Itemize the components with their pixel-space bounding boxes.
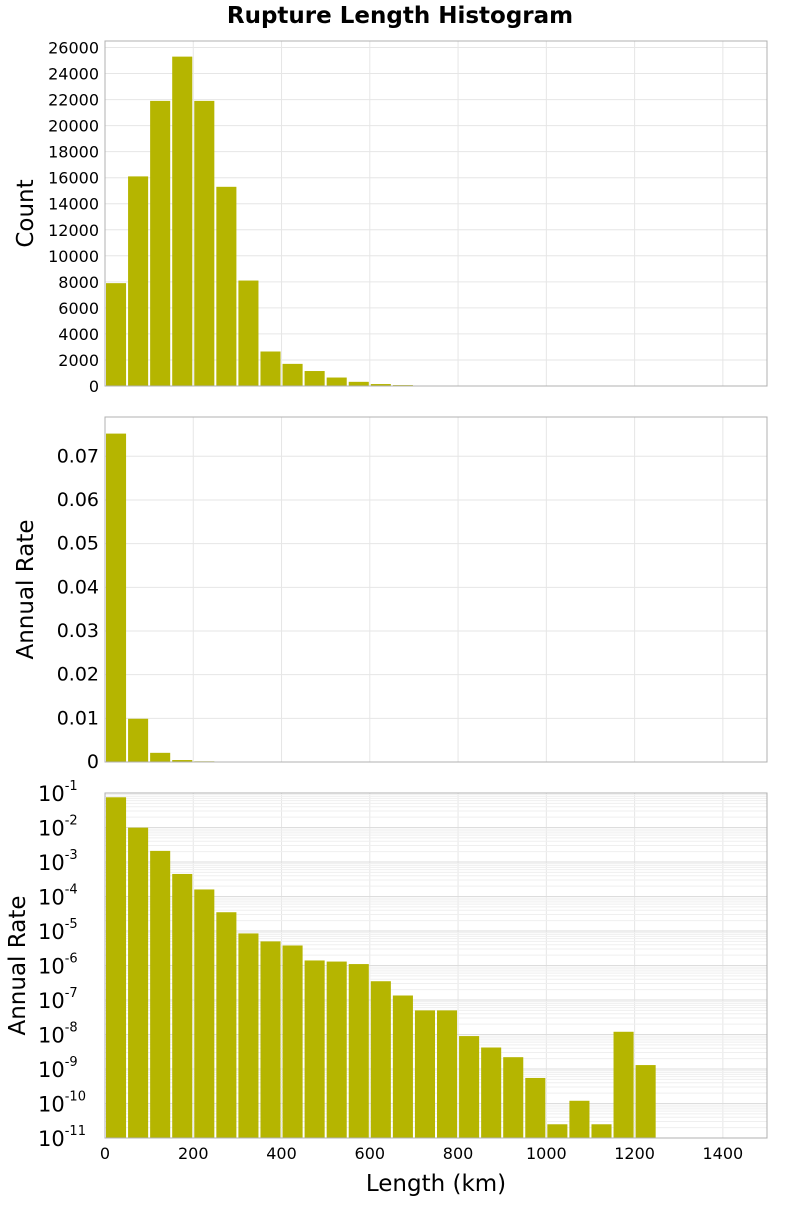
panel-3-bar (304, 960, 325, 1138)
panel-3-y-tick-label: 10-11 (38, 1124, 86, 1151)
panel-3-bar (326, 961, 347, 1138)
panel-1-frame (104, 40, 768, 387)
panel-3-bar (128, 827, 149, 1138)
panel-2-y-tick-label: 0.02 (57, 664, 99, 686)
panel-2-y-tick-label: 0.01 (57, 707, 99, 729)
panel-3-y-tick-label: 10-1 (38, 779, 78, 806)
x-tick-label: 200 (178, 1144, 209, 1163)
panel-2-bar (128, 718, 149, 762)
panel-3-y-tick-label: 10-9 (38, 1055, 78, 1082)
panel-3-bar (238, 933, 259, 1138)
panel-3-bar (282, 945, 303, 1138)
panel-1-y-tick-label: 12000 (48, 221, 99, 240)
x-tick-label: 0 (100, 1144, 110, 1163)
panel-2-y-axis-label: Annual Rate (13, 520, 39, 660)
panel-1-bar (194, 100, 215, 387)
panel-1-bar (128, 176, 149, 386)
panel-1-bar (348, 381, 369, 386)
panel-1-y-axis-label: Count (13, 179, 39, 247)
panel-1-y-tick-label: 14000 (48, 195, 99, 214)
panel-3-y-tick-label: 10-5 (38, 917, 78, 944)
panel-3-bar (437, 1010, 458, 1138)
x-tick-label: 1400 (703, 1144, 744, 1163)
panel-2-y-tick-label: 0.06 (57, 489, 99, 511)
panel-2-y-tick-label: 0.07 (57, 445, 99, 467)
panel-1-bar (106, 283, 127, 386)
x-tick-label: 800 (443, 1144, 474, 1163)
panel-2-bar (106, 433, 127, 762)
panel-2-frame (104, 416, 768, 763)
panel-1-bar (304, 371, 325, 386)
panel-1-y-tick-label: 26000 (48, 39, 99, 58)
panel-1-y-tick-label: 8000 (58, 273, 99, 292)
panel-1-y-tick-label: 24000 (48, 65, 99, 84)
panel-3-y-tick-label: 10-10 (38, 1090, 86, 1117)
x-tick-label: 400 (266, 1144, 297, 1163)
panel-3-bar (370, 981, 391, 1138)
panel-1-bar (370, 384, 391, 386)
x-tick-label: 1200 (614, 1144, 655, 1163)
panel-3-bar (613, 1031, 634, 1138)
panel-3-bar (569, 1100, 590, 1138)
panel-3-y-tick-label: 10-2 (38, 814, 78, 841)
panel-2-y-tick-label: 0.04 (57, 576, 99, 598)
panel-3-bar (459, 1036, 480, 1138)
panel-1-bar (172, 56, 193, 386)
panel-1-bar (216, 186, 237, 386)
panel-3-y-tick-label: 10-4 (38, 883, 78, 910)
panel-3-bar (216, 912, 237, 1138)
panel-3-bar (172, 873, 193, 1138)
panel-1-bar (150, 100, 171, 387)
panel-2-y-tick-label: 0.03 (57, 620, 99, 642)
panel-2-bar (172, 760, 193, 762)
panel-3-bar (260, 941, 281, 1138)
panel-1-bar (282, 363, 303, 386)
panel-1-y-tick-label: 0 (89, 377, 99, 396)
panel-3-bar (194, 889, 215, 1138)
panel-1-y-tick-label: 4000 (58, 325, 99, 344)
panel-3-bar (150, 850, 171, 1138)
panel-3-bar (348, 964, 369, 1138)
panel-1-y-tick-label: 10000 (48, 247, 99, 266)
panel-3-bar (392, 995, 413, 1138)
panel-3-bar (414, 1010, 435, 1138)
panel-1-bar (238, 280, 259, 386)
panel-3-bar (547, 1124, 568, 1138)
panel-3-frame (104, 792, 768, 1139)
panel-1-y-tick-label: 20000 (48, 117, 99, 136)
panel-2-bar (150, 752, 171, 762)
panel-1-y-tick-label: 18000 (48, 143, 99, 162)
panel-3-y-tick-label: 10-3 (38, 848, 78, 875)
panel-3-y-tick-label: 10-6 (38, 952, 78, 979)
panel-1-y-tick-label: 6000 (58, 299, 99, 318)
panel-3-bar (106, 797, 127, 1138)
panel-1-bar (260, 351, 281, 386)
panel-3-y-tick-label: 10-7 (38, 986, 78, 1013)
panel-1-y-tick-label: 2000 (58, 351, 99, 370)
panel-3-bar (481, 1047, 502, 1138)
chart-title: Rupture Length Histogram (227, 3, 573, 29)
panel-3-bar (591, 1124, 612, 1138)
panel-1-y-tick-label: 22000 (48, 91, 99, 110)
panel-2-y-tick-label: 0.05 (57, 533, 99, 555)
panel-3-bar (525, 1077, 546, 1138)
x-tick-label: 1000 (526, 1144, 567, 1163)
panel-1-bar (326, 377, 347, 386)
panel-3-bar (503, 1057, 524, 1138)
panel-3-y-axis-label: Annual Rate (5, 896, 31, 1036)
x-axis-label: Length (km) (366, 1171, 506, 1197)
panel-2-y-tick-label: 0 (87, 751, 99, 773)
x-tick-label: 600 (355, 1144, 386, 1163)
panel-3-y-tick-label: 10-8 (38, 1021, 78, 1048)
panel-1-y-tick-label: 16000 (48, 169, 99, 188)
panel-3-bar (635, 1065, 656, 1138)
